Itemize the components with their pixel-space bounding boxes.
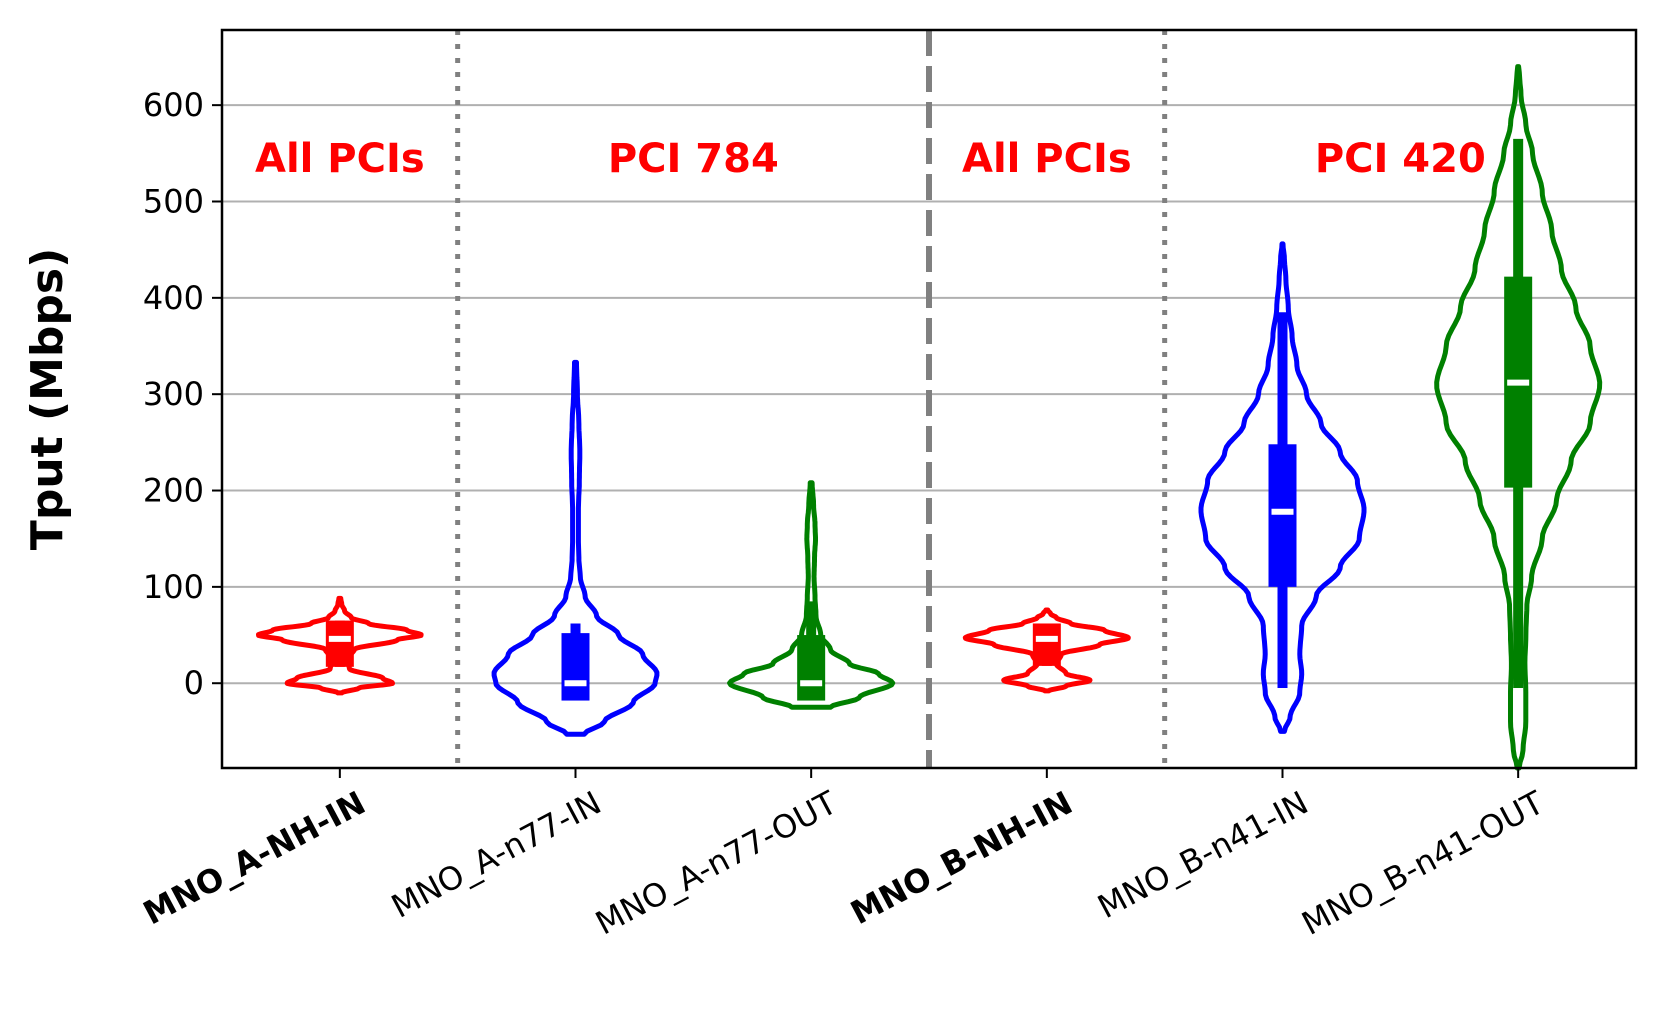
violin-MNO_B-n41-IN	[1198, 241, 1367, 734]
iqr-box-MNO_A-n77-IN	[561, 633, 590, 701]
violin-MNO_A-n77-IN	[491, 359, 660, 737]
plot-frame	[220, 28, 1638, 770]
group-label-1: All PCIs	[255, 136, 425, 182]
y-tick-label-500: 500	[143, 182, 204, 220]
iqr-box-MNO_B-NH-IN	[1032, 623, 1061, 666]
y-axis-label: Tput (Mbps)	[22, 248, 73, 550]
violin-MNO_A-n77-OUT	[727, 480, 896, 710]
group-labels: All PCIs PCI 784 All PCIs PCI 420	[255, 136, 1486, 182]
y-tick-label-0: 0	[184, 664, 204, 702]
violin-MNO_B-n41-OUT	[1434, 64, 1603, 771]
y-axis-ticks: 0 100 200 300 400 500 600	[143, 86, 222, 702]
group-label-4: PCI 420	[1315, 136, 1486, 182]
inner-boxes	[325, 138, 1533, 701]
y-tick-label-200: 200	[143, 472, 204, 510]
iqr-box-MNO_B-n41-IN	[1268, 444, 1297, 587]
y-tick-label-100: 100	[143, 568, 204, 606]
y-tick-label-400: 400	[143, 279, 204, 317]
y-tick-label-600: 600	[143, 86, 204, 124]
iqr-box-MNO_A-n77-OUT	[797, 635, 826, 701]
group-separators	[455, 30, 1168, 768]
group-label-2: PCI 784	[608, 136, 779, 182]
group-label-3: All PCIs	[962, 136, 1132, 182]
y-tick-label-300: 300	[143, 375, 204, 413]
iqr-box-MNO_A-NH-IN	[325, 620, 354, 667]
